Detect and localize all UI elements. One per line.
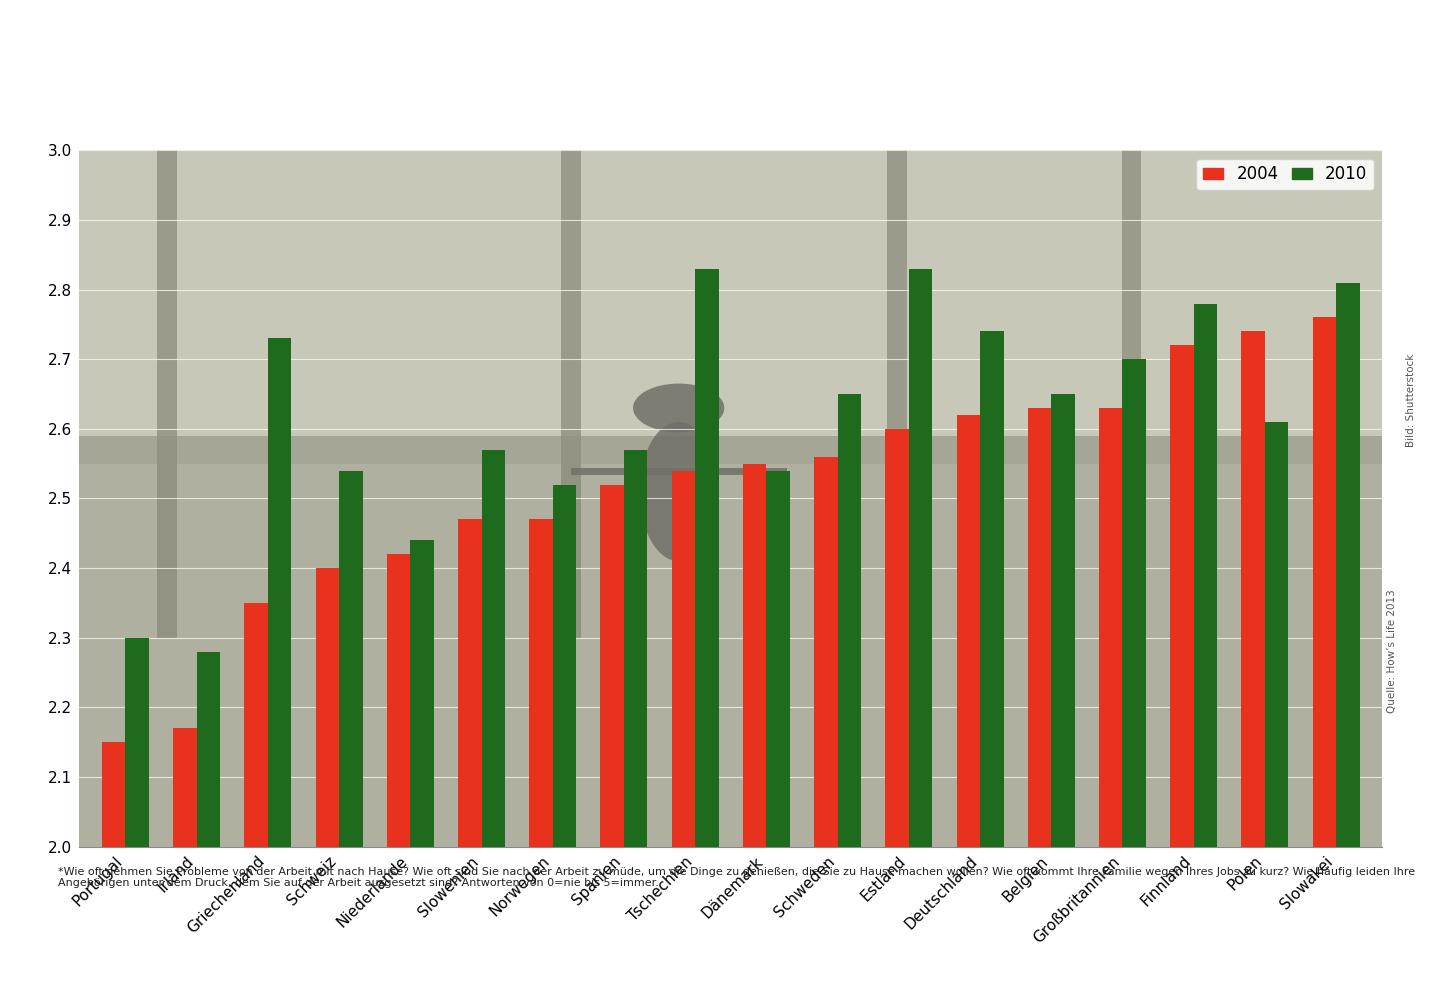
Bar <box>838 394 861 847</box>
Bar <box>1336 283 1359 847</box>
Bar <box>79 436 1382 464</box>
Bar <box>173 728 197 847</box>
Ellipse shape <box>639 422 717 561</box>
Bar <box>197 651 220 847</box>
Bar <box>268 339 291 847</box>
Bar <box>530 519 553 847</box>
Bar <box>600 485 624 847</box>
Bar <box>79 150 1382 464</box>
Circle shape <box>634 384 724 432</box>
Bar <box>1051 394 1074 847</box>
Bar <box>125 638 148 847</box>
Legend: 2004, 2010: 2004, 2010 <box>1197 158 1374 190</box>
Text: Konflikt zwischen Arbeit und Privatem auf einer Skala von 0-5, Durchschnittswert: Konflikt zwischen Arbeit und Privatem au… <box>84 74 971 92</box>
Bar <box>814 457 838 847</box>
Bar <box>157 150 177 638</box>
Bar <box>624 450 648 847</box>
Bar <box>79 464 1382 847</box>
Bar <box>340 471 363 847</box>
Bar <box>562 150 580 638</box>
Text: Bild: Shutterstock: Bild: Shutterstock <box>1407 354 1416 448</box>
Bar <box>671 471 696 847</box>
Text: *Wie oft nehmen Sie Probleme von der Arbeit mit nach Hause? Wie oft sind Sie nac: *Wie oft nehmen Sie Probleme von der Arb… <box>58 867 1414 889</box>
Bar <box>1264 422 1289 847</box>
Bar <box>1028 408 1051 847</box>
Bar <box>553 485 576 847</box>
Bar <box>481 450 505 847</box>
Bar <box>315 568 340 847</box>
Bar <box>1194 304 1217 847</box>
Text: Quelle: How’s Life 2013: Quelle: How’s Life 2013 <box>1388 589 1397 713</box>
Bar <box>956 415 981 847</box>
Bar <box>1171 346 1194 847</box>
Bar <box>887 150 907 638</box>
Bar <box>410 540 433 847</box>
Bar <box>696 269 719 847</box>
Bar <box>981 332 1004 847</box>
Bar <box>909 269 932 847</box>
Bar <box>743 464 766 847</box>
Bar <box>886 429 909 847</box>
Bar <box>1241 332 1264 847</box>
Bar <box>458 519 481 847</box>
Bar <box>1313 318 1336 847</box>
Bar <box>102 742 125 847</box>
Bar <box>1122 150 1142 638</box>
Text: Work-Life-Balance: Work-Life-Balance <box>84 28 469 64</box>
Bar <box>1122 360 1146 847</box>
Bar <box>245 603 268 847</box>
Bar <box>766 471 791 847</box>
Bar <box>1099 408 1122 847</box>
Bar <box>387 554 410 847</box>
